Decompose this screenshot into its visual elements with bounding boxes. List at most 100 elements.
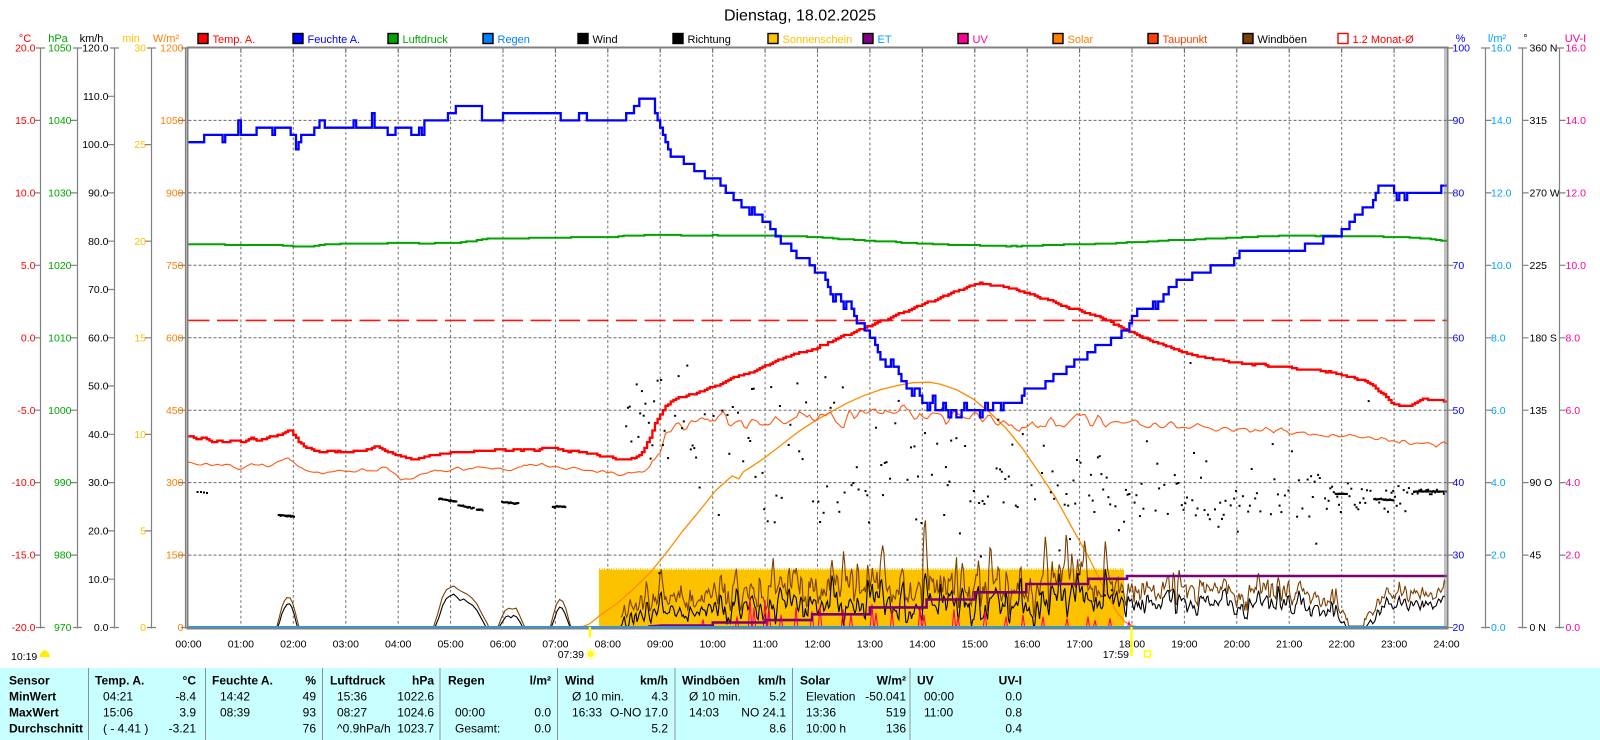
svg-text:Luftdruck: Luftdruck [330, 674, 386, 688]
svg-text:30: 30 [1453, 550, 1465, 562]
svg-text:10:00: 10:00 [700, 639, 726, 651]
svg-text:Sensor: Sensor [9, 674, 50, 688]
svg-text:1000: 1000 [48, 405, 72, 417]
svg-text:10:19: 10:19 [11, 651, 37, 663]
svg-text:UV: UV [973, 34, 989, 46]
svg-text:07:39: 07:39 [558, 649, 584, 661]
svg-text:Taupunkt: Taupunkt [1163, 34, 1208, 46]
svg-text:MinWert: MinWert [9, 690, 56, 704]
svg-text:00:00: 00:00 [175, 639, 201, 651]
svg-text:50: 50 [1453, 405, 1465, 417]
svg-text:15:06: 15:06 [103, 706, 133, 720]
svg-text:12:00: 12:00 [804, 639, 830, 651]
svg-text:14.0: 14.0 [1566, 115, 1587, 127]
svg-text:315: 315 [1530, 115, 1548, 127]
svg-text:Richtung: Richtung [688, 34, 731, 46]
svg-text:0.0: 0.0 [534, 722, 551, 736]
svg-text:900: 900 [166, 188, 184, 200]
svg-text:8.0: 8.0 [1566, 332, 1581, 344]
svg-text:03:00: 03:00 [333, 639, 359, 651]
svg-text:°C: °C [183, 674, 197, 688]
svg-text:4.3: 4.3 [651, 690, 668, 704]
svg-text:980: 980 [54, 550, 72, 562]
svg-text:0.0: 0.0 [1005, 690, 1022, 704]
svg-text:Wind: Wind [593, 34, 618, 46]
svg-text:180 S: 180 S [1530, 332, 1557, 344]
svg-text:0.0: 0.0 [21, 332, 36, 344]
svg-text:60.0: 60.0 [88, 332, 109, 344]
svg-text:20.0: 20.0 [88, 526, 109, 538]
svg-text:04:21: 04:21 [103, 690, 133, 704]
svg-text:1020: 1020 [48, 260, 72, 272]
svg-text:Regen: Regen [498, 34, 530, 46]
svg-text:km/h: km/h [758, 674, 786, 688]
svg-text:1.2 Monat-Ø: 1.2 Monat-Ø [1353, 34, 1415, 46]
svg-text:05:00: 05:00 [437, 639, 463, 651]
svg-text:Dienstag, 18.02.2025: Dienstag, 18.02.2025 [724, 8, 876, 25]
svg-text:90: 90 [1453, 115, 1465, 127]
svg-text:0.4: 0.4 [1005, 722, 1022, 736]
svg-text:l/m²: l/m² [1488, 33, 1507, 45]
svg-text:20.0: 20.0 [15, 43, 36, 55]
svg-text:93: 93 [303, 706, 317, 720]
svg-text:20: 20 [1453, 622, 1465, 634]
svg-text:100: 100 [1453, 43, 1471, 55]
svg-text:06:00: 06:00 [490, 639, 516, 651]
svg-text:-15.0: -15.0 [12, 550, 36, 562]
svg-text:136: 136 [886, 722, 906, 736]
svg-text:hPa: hPa [412, 674, 434, 688]
svg-text:2.0: 2.0 [1566, 550, 1581, 562]
svg-text:360 N: 360 N [1530, 43, 1558, 55]
svg-text:750: 750 [166, 260, 184, 272]
svg-text:04:00: 04:00 [385, 639, 411, 651]
svg-text:8.0: 8.0 [1491, 332, 1506, 344]
svg-text:07:00: 07:00 [542, 639, 568, 651]
svg-text:40: 40 [1453, 477, 1465, 489]
svg-text:0 N: 0 N [1530, 622, 1546, 634]
svg-text:UV-I: UV-I [1565, 33, 1586, 45]
svg-text:10.0: 10.0 [1491, 260, 1512, 272]
svg-text:14:00: 14:00 [909, 639, 935, 651]
svg-text:08:39: 08:39 [220, 706, 250, 720]
svg-text:14:42: 14:42 [220, 690, 250, 704]
svg-text:21:00: 21:00 [1276, 639, 1302, 651]
svg-text:Windböen: Windböen [1258, 34, 1308, 46]
svg-text:Temp. A.: Temp. A. [213, 34, 256, 46]
svg-text:6.0: 6.0 [1566, 405, 1581, 417]
svg-text:150: 150 [166, 550, 184, 562]
svg-text:O-NO 17.0: O-NO 17.0 [610, 706, 668, 720]
svg-text:519: 519 [886, 706, 906, 720]
svg-text:49: 49 [303, 690, 317, 704]
svg-text:90 O: 90 O [1530, 477, 1553, 489]
svg-text:270 W: 270 W [1530, 188, 1560, 200]
svg-text:135: 135 [1530, 405, 1548, 417]
svg-text:UV-I: UV-I [999, 674, 1022, 688]
svg-text:17:59: 17:59 [1103, 649, 1129, 661]
svg-text:( - 4.41 ): ( - 4.41 ) [103, 722, 148, 736]
svg-text:13:36: 13:36 [806, 706, 836, 720]
svg-text:10.0: 10.0 [1566, 260, 1587, 272]
svg-text:110.0: 110.0 [83, 91, 109, 103]
svg-text:70: 70 [1453, 260, 1465, 272]
svg-text:°C: °C [19, 33, 31, 45]
svg-text:17:00: 17:00 [1066, 639, 1092, 651]
svg-text:1010: 1010 [48, 332, 72, 344]
svg-text:1030: 1030 [48, 188, 72, 200]
svg-text:16:33: 16:33 [572, 706, 602, 720]
svg-text:8.6: 8.6 [769, 722, 786, 736]
svg-text:225: 225 [1530, 260, 1548, 272]
svg-text:1023.7: 1023.7 [397, 722, 434, 736]
svg-text:%: % [305, 674, 316, 688]
svg-text:hPa: hPa [48, 33, 68, 45]
svg-text:1050: 1050 [160, 115, 184, 127]
svg-text:300: 300 [166, 477, 184, 489]
svg-text:Luftdruck: Luftdruck [403, 34, 449, 46]
svg-text:16.0: 16.0 [1491, 43, 1512, 55]
svg-text:30.0: 30.0 [88, 477, 109, 489]
svg-text:14.0: 14.0 [1491, 115, 1512, 127]
svg-text:30: 30 [134, 43, 146, 55]
svg-text:0.0: 0.0 [534, 706, 551, 720]
svg-text:Durchschnitt: Durchschnitt [9, 722, 83, 736]
svg-text:4.0: 4.0 [1566, 477, 1581, 489]
svg-text:990: 990 [54, 477, 72, 489]
